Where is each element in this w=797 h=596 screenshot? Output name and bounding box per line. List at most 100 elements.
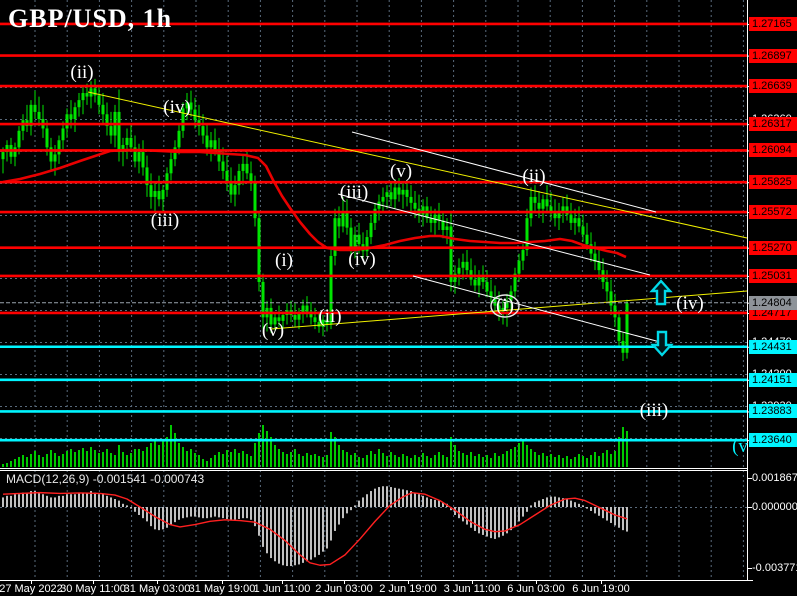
- volume-bar: [398, 457, 400, 467]
- volume-bar: [534, 452, 536, 467]
- wave-label-iv-1[interactable]: (iv): [163, 97, 191, 118]
- down-arrow-icon[interactable]: [650, 330, 674, 357]
- volume-bar: [574, 457, 576, 467]
- volume-bar: [198, 455, 200, 467]
- volume-bar: [18, 457, 20, 467]
- up-arrow-icon[interactable]: [649, 279, 673, 306]
- time-axis-label[interactable]: 31 May 03:00: [123, 583, 191, 595]
- volume-bar: [218, 452, 220, 467]
- candle-body: [349, 227, 353, 247]
- volume-bar: [166, 437, 168, 467]
- candle-body: [69, 114, 73, 120]
- macd-histogram-bar: [106, 495, 108, 507]
- macd-histogram-bar: [38, 492, 40, 507]
- channel-white-upper[interactable]: [351, 131, 657, 213]
- time-axis-label[interactable]: 6 Jun 03:00: [507, 583, 565, 595]
- price-level-badge: 1.24431: [749, 340, 797, 354]
- candle-body: [241, 163, 245, 171]
- time-axis-label[interactable]: 2 Jun 19:00: [379, 583, 437, 595]
- macd-histogram-bar: [10, 495, 12, 507]
- candle-body: [597, 261, 601, 271]
- wave-label-v-4[interactable]: (v): [261, 320, 285, 341]
- volume-bar: [62, 454, 64, 467]
- macd-histogram-bar: [18, 494, 20, 507]
- volume-bar: [294, 449, 296, 467]
- macd-histogram-bar: [118, 500, 120, 507]
- time-axis-label[interactable]: 6 Jun 19:00: [572, 583, 630, 595]
- macd-histogram-bar: [434, 499, 436, 507]
- time-axis-label[interactable]: 27 May 2022: [0, 583, 63, 595]
- volume-bar: [182, 447, 184, 467]
- candle-body: [297, 312, 301, 320]
- volume-bar: [402, 454, 404, 467]
- wave-label-iii-2[interactable]: (iii): [150, 210, 180, 231]
- candle-body: [505, 300, 509, 308]
- macd-histogram-bar: [314, 507, 316, 558]
- volume-bar: [330, 432, 332, 467]
- time-axis-label[interactable]: 2 Jun 03:00: [315, 583, 373, 595]
- macd-histogram-bar: [430, 499, 432, 507]
- wave-label-iv-8[interactable]: (iv): [348, 249, 376, 270]
- macd-histogram-bar: [418, 494, 420, 507]
- macd-histogram-bar: [54, 497, 56, 507]
- candle-body: [49, 147, 53, 162]
- channel-white-lower[interactable]: [412, 275, 661, 343]
- volume-bar: [286, 454, 288, 467]
- volume-bar: [382, 453, 384, 467]
- volume-bar: [254, 443, 256, 467]
- time-axis-label[interactable]: 31 May 19:00: [188, 583, 256, 595]
- wave-label-ii-0[interactable]: (ii): [70, 62, 94, 83]
- volume-bar: [354, 453, 356, 467]
- volume-bar: [206, 461, 208, 467]
- wave-label-i-3[interactable]: (i): [275, 250, 293, 271]
- volume-bar: [242, 451, 244, 467]
- descending-yellow[interactable]: [87, 91, 748, 239]
- volume-bar: [26, 457, 28, 467]
- volume-bar: [102, 452, 104, 467]
- wave-label-iv-11[interactable]: (iv): [676, 293, 704, 314]
- volume-bar: [618, 437, 620, 467]
- candle-body: [309, 311, 313, 318]
- volume-bar: [58, 456, 60, 467]
- wave-label-ii-10[interactable]: (ii): [522, 166, 546, 187]
- candle-body: [489, 291, 493, 298]
- candle-body: [101, 104, 105, 115]
- macd-histogram-bar: [570, 500, 572, 507]
- candle-body: [325, 319, 329, 325]
- wave-label-i-9[interactable]: (i): [496, 295, 514, 316]
- page-title: GBP/USD, 1h: [8, 4, 173, 33]
- ascending-yellow[interactable]: [270, 290, 748, 330]
- candle-body: [221, 161, 225, 171]
- wave-label-iii-12[interactable]: (iii): [639, 400, 669, 421]
- wave-label-v-13[interactable]: (v: [732, 436, 748, 457]
- candle-body: [37, 111, 41, 120]
- macd-histogram-bar: [226, 507, 228, 519]
- macd-histogram-bar: [182, 507, 184, 519]
- volume-bar: [46, 454, 48, 467]
- time-axis-label[interactable]: 30 May 11:00: [60, 583, 126, 595]
- candle-body: [413, 202, 417, 209]
- macd-scale-label: 0.001867: [752, 472, 797, 484]
- macd-histogram-bar: [22, 492, 24, 507]
- candle-body: [385, 192, 389, 197]
- volume-bar: [150, 443, 152, 467]
- candle-body: [1, 152, 5, 160]
- candle-body: [29, 104, 33, 127]
- wave-label-v-7[interactable]: (v): [389, 161, 413, 182]
- macd-histogram-bar: [334, 507, 336, 531]
- time-axis-label[interactable]: 1 Jun 11:00: [253, 583, 311, 595]
- wave-label-iii-6[interactable]: (iii): [339, 182, 369, 203]
- macd-histogram-bar: [470, 507, 472, 528]
- wave-label-ii-5[interactable]: (ii): [318, 306, 342, 327]
- macd-histogram-bar: [58, 495, 60, 507]
- volume-bar: [110, 453, 112, 467]
- volume-bar: [554, 457, 556, 467]
- volume-bar: [390, 452, 392, 467]
- candle-body: [317, 322, 321, 327]
- price-level-badge: 1.23640: [749, 433, 797, 447]
- channel-white-middle[interactable]: [337, 193, 651, 276]
- volume-bar: [522, 439, 524, 467]
- time-axis-label[interactable]: 3 Jun 11:00: [443, 583, 501, 595]
- macd-histogram-bar: [474, 507, 476, 531]
